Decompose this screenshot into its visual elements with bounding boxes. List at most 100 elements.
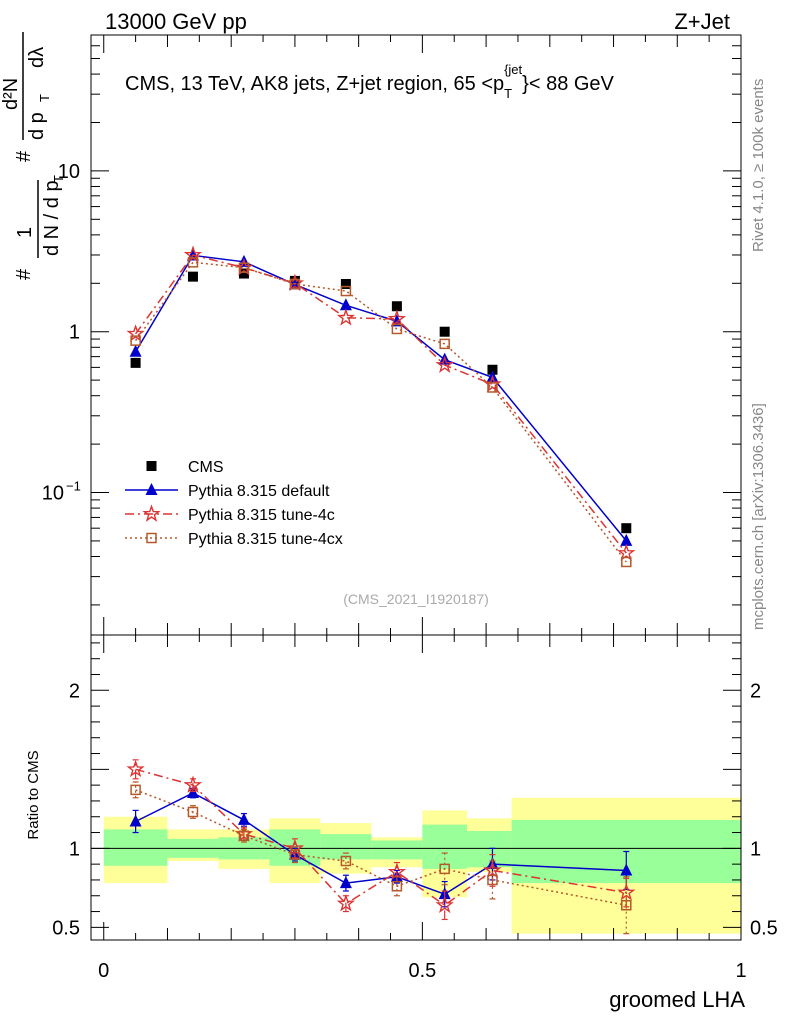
ratio-inner-band	[422, 824, 467, 869]
x-tick-label: 0	[98, 960, 109, 982]
ratio-data-point	[339, 876, 352, 889]
ratio-y-tick-label: 1	[69, 838, 80, 860]
main-series-1	[129, 248, 633, 546]
title-pre: CMS, 13 TeV, AK8 jets, Z+jet region, 65 …	[125, 73, 504, 95]
main-y-tick-label: 1	[69, 322, 80, 344]
ratio-y-tick-label-right: 1	[750, 838, 761, 860]
ylabel-dlambda: dλ	[26, 47, 48, 68]
ratio-series-2	[130, 781, 632, 935]
main-series-3	[130, 257, 632, 568]
ratio-data-series	[126, 759, 636, 935]
ratio-data-point	[435, 895, 454, 914]
main-y-axis-label: # 1 d N / d p T # d²N d p T dλ	[0, 32, 66, 280]
ratio-data-point	[183, 775, 203, 793]
rivet-side-label: Rivet 4.1.0, ≥ 100k events	[750, 79, 767, 252]
ratio-y-tick-label-right: 2	[750, 680, 761, 702]
main-data-point	[187, 257, 199, 268]
title-sup: {jet	[504, 62, 522, 77]
main-series-line	[134, 261, 627, 563]
ratio-data-point	[620, 863, 633, 876]
main-data-point	[621, 556, 632, 568]
main-data-point	[487, 382, 498, 393]
ratio-series-line	[135, 768, 627, 907]
ratio-data-point	[126, 759, 145, 778]
main-data-point	[130, 357, 141, 368]
title-sub: T	[504, 86, 512, 101]
ratio-data-point	[130, 784, 141, 796]
main-data-point	[387, 309, 407, 327]
main-series-line	[134, 254, 627, 554]
legend-marker	[145, 483, 158, 495]
main-data-point	[238, 268, 249, 279]
ratio-y-tick-label: 2	[69, 680, 80, 702]
header-right-label: Z+Jet	[674, 9, 730, 34]
legend: CMS Pythia 8.315 default Pythia 8.315 tune…	[125, 459, 343, 548]
legend-marker	[142, 504, 161, 522]
mcplots-side-label: mcplots.cern.ch [arXiv:1306.3436]	[750, 403, 767, 630]
ratio-y-tick-label: 0.5	[52, 917, 80, 939]
main-data-point	[617, 543, 636, 561]
ratio-axis-ticks: 0.5 0.51 12 20 0.5 1	[52, 635, 778, 982]
ratio-data-point	[129, 814, 142, 827]
ratio-data-point	[340, 855, 352, 867]
main-data-point	[391, 323, 403, 335]
ratio-inner-band	[320, 834, 372, 860]
x-tick-label: 1	[735, 960, 746, 982]
main-data-point	[391, 301, 402, 312]
main-y-tick-label: 10	[58, 161, 80, 183]
main-data-point	[289, 278, 301, 290]
x-axis-label: groomed LHA	[609, 987, 745, 1012]
ratio-data-point	[387, 862, 407, 880]
ratio-inner-band	[466, 830, 512, 868]
x-tick-label: 0.5	[408, 960, 436, 982]
main-data-point	[487, 364, 498, 375]
ylabel-t-sub-2: T	[37, 94, 52, 102]
main-data-point	[130, 335, 141, 346]
ylabel-dpt: d p	[26, 112, 48, 140]
ratio-data-point	[234, 824, 254, 842]
main-data-point	[340, 279, 351, 290]
ylabel-dn: d N / d p	[41, 180, 63, 256]
ratio-y-axis-label: Ratio to CMS	[25, 750, 42, 839]
legend-label: Pythia 8.315 tune-4c	[188, 507, 335, 524]
main-data-point	[238, 262, 250, 273]
title-post: }< 88 GeV	[522, 73, 614, 95]
ratio-data-point	[289, 849, 301, 860]
ratio-series-line	[135, 789, 627, 906]
ylabel-hash-2: #	[13, 150, 35, 162]
ratio-data-point	[336, 894, 355, 912]
main-data-series	[126, 245, 636, 568]
main-y-tick-label: 10	[42, 483, 64, 505]
ratio-data-point	[487, 874, 498, 886]
ylabel-hash-1: #	[13, 268, 35, 280]
legend-label: Pythia 8.315 default	[188, 483, 330, 500]
ratio-data-point	[617, 882, 636, 901]
main-data-point	[340, 285, 352, 297]
legend-label: CMS	[188, 459, 224, 476]
main-data-point	[439, 326, 450, 337]
ylabel-one: 1	[14, 227, 36, 238]
ratio-inner-band	[371, 840, 423, 860]
main-data-point	[339, 298, 352, 311]
ratio-data-point	[439, 863, 450, 875]
main-data-point	[129, 344, 142, 357]
legend-marker	[146, 461, 157, 471]
ratio-plot-frame	[90, 634, 742, 941]
ratio-data-point	[237, 812, 250, 825]
ratio-data-point	[621, 899, 632, 911]
ratio-y-tick-label-right: 0.5	[750, 917, 778, 939]
legend-marker	[146, 532, 157, 544]
main-data-point	[435, 355, 454, 373]
ratio-data-point	[238, 830, 250, 841]
main-y-tick-exponent: −1	[66, 479, 81, 494]
ratio-data-point	[187, 806, 199, 818]
ratio-inner-band	[103, 829, 168, 866]
ratio-plot-panel: 0.5 0.51 12 20 0.5 1 Ratio to CMS groomed LHA	[25, 634, 778, 1012]
ratio-uncertainty-bands	[103, 797, 741, 934]
main-data-point	[234, 258, 254, 276]
ylabel-d2n: d²N	[0, 78, 22, 110]
main-data-point	[336, 308, 356, 326]
